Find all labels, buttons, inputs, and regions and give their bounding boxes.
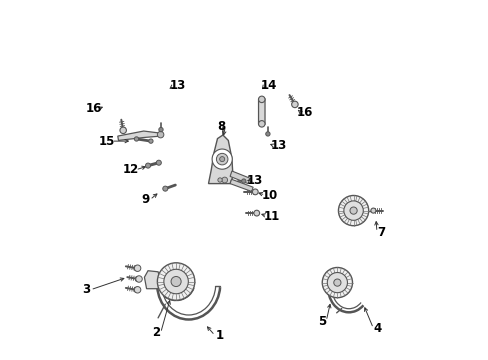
Circle shape (216, 153, 227, 165)
Circle shape (334, 280, 339, 285)
Circle shape (134, 265, 141, 271)
Circle shape (148, 139, 153, 143)
Circle shape (349, 207, 356, 214)
Text: 2: 2 (152, 327, 160, 339)
Circle shape (159, 127, 163, 132)
Circle shape (252, 189, 258, 195)
Circle shape (219, 157, 224, 162)
Circle shape (258, 96, 264, 103)
Polygon shape (230, 171, 249, 184)
Polygon shape (208, 135, 232, 184)
Text: 11: 11 (263, 210, 279, 222)
Circle shape (134, 137, 139, 141)
Circle shape (157, 131, 163, 138)
Text: 16: 16 (86, 102, 102, 115)
Circle shape (136, 276, 142, 282)
Text: 13: 13 (270, 139, 286, 152)
Circle shape (171, 276, 181, 287)
Text: 3: 3 (82, 283, 90, 296)
Circle shape (338, 195, 368, 226)
Text: 4: 4 (373, 322, 381, 335)
Circle shape (333, 279, 340, 286)
Circle shape (212, 149, 232, 169)
Circle shape (145, 163, 150, 168)
Circle shape (134, 287, 139, 292)
Circle shape (163, 269, 188, 294)
Text: 13: 13 (169, 79, 185, 92)
Circle shape (241, 179, 245, 183)
Circle shape (156, 160, 161, 165)
Circle shape (258, 121, 264, 127)
Text: 7: 7 (376, 226, 385, 239)
Circle shape (163, 186, 167, 191)
Circle shape (322, 267, 352, 298)
Text: 16: 16 (296, 106, 312, 119)
Circle shape (222, 177, 227, 183)
Circle shape (326, 273, 347, 293)
Text: 1: 1 (215, 329, 223, 342)
Text: 12: 12 (122, 163, 139, 176)
Circle shape (135, 276, 140, 282)
Text: 15: 15 (99, 135, 115, 148)
Polygon shape (230, 179, 253, 192)
Circle shape (343, 201, 363, 220)
Text: 5: 5 (317, 315, 325, 328)
Polygon shape (118, 131, 161, 140)
Circle shape (157, 263, 194, 300)
Circle shape (134, 266, 139, 271)
Circle shape (291, 101, 298, 108)
Circle shape (134, 287, 141, 293)
Circle shape (253, 210, 259, 216)
Text: 8: 8 (217, 120, 225, 132)
Circle shape (120, 127, 126, 134)
Text: 6: 6 (347, 213, 356, 226)
Circle shape (370, 208, 375, 213)
Text: 10: 10 (261, 189, 277, 202)
Circle shape (265, 132, 269, 136)
Circle shape (218, 178, 222, 182)
Polygon shape (144, 271, 161, 289)
Text: 13: 13 (246, 174, 263, 186)
FancyBboxPatch shape (258, 98, 264, 125)
Text: 9: 9 (141, 193, 149, 206)
Text: 14: 14 (260, 79, 277, 92)
